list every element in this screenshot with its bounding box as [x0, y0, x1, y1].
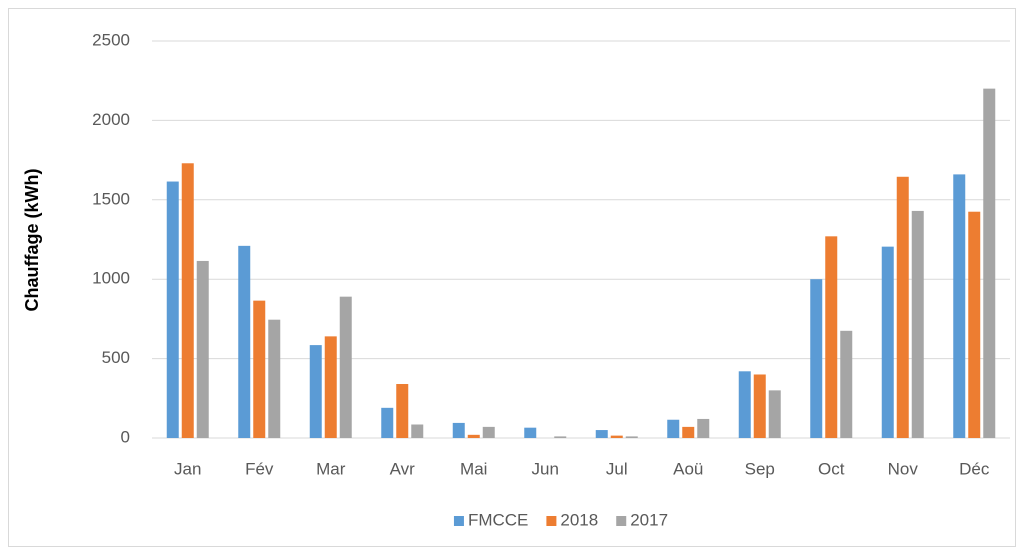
x-tick-label: Jun [532, 459, 559, 478]
bar [896, 176, 909, 439]
bar [482, 426, 495, 438]
bar [625, 436, 638, 438]
bar [840, 330, 853, 438]
bar [452, 422, 465, 438]
bar [467, 434, 480, 438]
bar [667, 419, 680, 438]
bar [825, 236, 838, 438]
bar [181, 163, 194, 438]
bar [911, 210, 924, 438]
x-tick-label: Jan [174, 459, 201, 478]
bar [381, 407, 394, 438]
y-tick-label: 1000 [92, 269, 130, 288]
y-tick-label: 1500 [92, 189, 130, 208]
legend-swatch [616, 516, 627, 526]
x-tick-label: Mai [460, 459, 487, 478]
bar [738, 371, 751, 438]
bar [309, 345, 322, 438]
bar [610, 435, 623, 438]
x-tick-label: Aoü [673, 459, 703, 478]
y-tick-label: 0 [121, 427, 130, 446]
chart-frame [8, 8, 1016, 547]
x-tick-label: Déc [959, 459, 990, 478]
legend-label: 2017 [630, 510, 668, 529]
bar [524, 427, 537, 438]
bar [324, 336, 337, 438]
bar [682, 426, 695, 438]
bar [697, 418, 710, 438]
x-tick-label: Oct [818, 459, 845, 478]
x-tick-label: Mar [316, 459, 346, 478]
x-tick-label: Jul [606, 459, 628, 478]
bar [810, 279, 823, 438]
bar [268, 319, 281, 438]
bar [881, 246, 894, 438]
bar [396, 384, 409, 438]
y-tick-label: 500 [102, 348, 130, 367]
bar [411, 424, 424, 438]
x-tick-label: Sep [745, 459, 775, 478]
bar [753, 374, 766, 438]
x-tick-label: Fév [245, 459, 274, 478]
bar [968, 211, 981, 438]
bar [983, 88, 996, 438]
bar [253, 300, 266, 438]
bar [768, 390, 781, 438]
bar [166, 181, 179, 438]
x-tick-label: Nov [888, 459, 919, 478]
y-tick-label: 2500 [92, 30, 130, 49]
bar [196, 260, 209, 438]
x-tick-label: Avr [390, 459, 416, 478]
legend-label: 2018 [560, 510, 598, 529]
y-tick-label: 2000 [92, 110, 130, 129]
bar [554, 436, 567, 438]
bar [595, 430, 608, 438]
bar [953, 174, 966, 438]
bar [238, 245, 251, 438]
legend-swatch [546, 516, 557, 526]
legend-swatch [453, 516, 464, 526]
legend-label: FMCCE [468, 510, 528, 529]
y-axis-title: Chauffage (kWh) [22, 169, 42, 312]
bar [339, 296, 352, 438]
